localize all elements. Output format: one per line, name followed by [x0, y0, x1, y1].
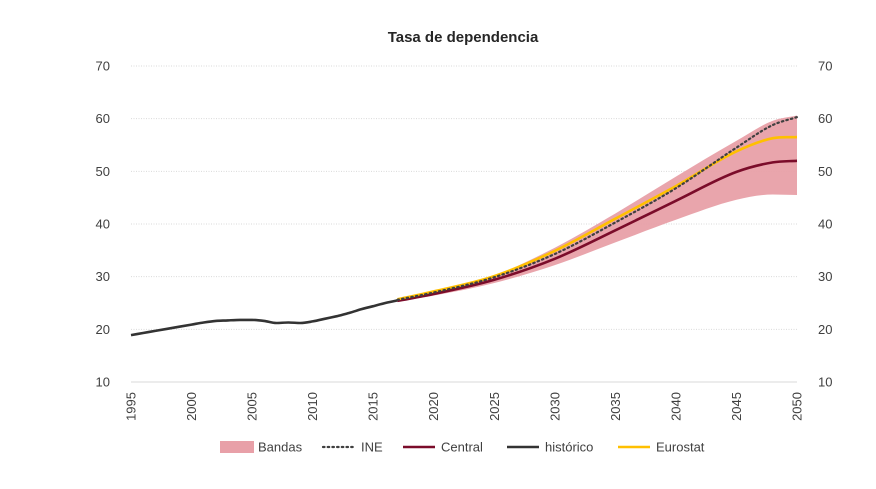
y-tick-label-right: 50 [818, 164, 832, 179]
y-axis-right: 10 20 30 40 50 60 70 [818, 59, 832, 390]
eurostat-line [397, 135, 798, 301]
y-tick-label-right: 20 [818, 322, 832, 337]
gridlines [131, 65, 797, 383]
x-axis: 1995 2000 2005 2010 2015 2020 2025 2030 2035 2040… [124, 392, 805, 421]
chart-title: Tasa de dependencia [388, 29, 539, 46]
legend-label: Central [441, 440, 483, 455]
x-tick-label: 2010 [305, 392, 320, 421]
x-tick-label: 1995 [124, 392, 139, 421]
x-tick-label: 2025 [487, 392, 502, 421]
x-tick-label: 2040 [668, 392, 683, 421]
legend-item-historico: histórico [507, 440, 593, 455]
x-tick-label: 2030 [547, 392, 562, 421]
legend: Bandas INE Central histórico Eurostat [220, 440, 705, 455]
y-tick-label-right: 40 [818, 217, 832, 232]
y-tick-label-left: 20 [96, 322, 110, 337]
y-tick-label-right: 70 [818, 59, 832, 74]
central-line [397, 159, 798, 303]
y-tick-label-right: 30 [818, 269, 832, 284]
y-tick-label-left: 40 [96, 217, 110, 232]
x-tick-label: 2015 [366, 392, 381, 421]
legend-label: INE [361, 440, 383, 455]
bands-area [397, 115, 797, 302]
x-tick-label: 2045 [729, 392, 744, 421]
legend-label: Bandas [258, 440, 303, 455]
x-tick-label: 2020 [426, 392, 441, 421]
legend-item-bandas: Bandas [220, 440, 303, 455]
x-tick-label: 2000 [184, 392, 199, 421]
bands-area-shape [397, 115, 797, 302]
series-lines [130, 116, 799, 337]
legend-item-ine: INE [321, 440, 383, 455]
y-tick-label-right: 10 [818, 375, 832, 390]
legend-item-central: Central [403, 440, 483, 455]
y-tick-label-left: 10 [96, 375, 110, 390]
historico-line [130, 299, 398, 337]
ine-line [396, 116, 799, 301]
legend-label: histórico [545, 440, 593, 455]
y-tick-label-left: 70 [96, 59, 110, 74]
y-tick-label-right: 60 [818, 111, 832, 126]
y-tick-label-left: 60 [96, 111, 110, 126]
legend-swatch-bandas [220, 441, 254, 453]
y-tick-label-left: 50 [96, 164, 110, 179]
x-tick-label: 2035 [608, 392, 623, 421]
legend-item-eurostat: Eurostat [618, 440, 705, 455]
x-tick-label: 2005 [245, 392, 260, 421]
y-tick-label-left: 30 [96, 269, 110, 284]
legend-label: Eurostat [656, 440, 705, 455]
y-axis-left: 10 20 30 40 50 60 70 [96, 59, 110, 390]
x-tick-label: 2050 [790, 392, 805, 421]
